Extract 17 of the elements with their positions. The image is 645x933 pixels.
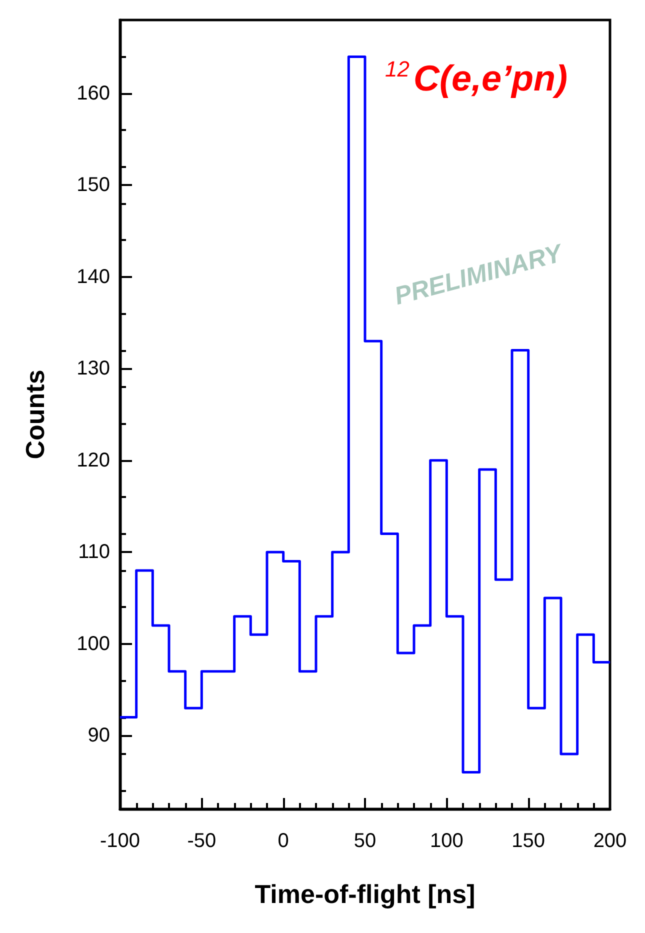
- y-tick-label: 150: [76, 174, 110, 196]
- x-tick-label: -100: [100, 830, 140, 852]
- x-axis-title: Time-of-flight [ns]: [254, 879, 476, 909]
- y-tick-label: 130: [76, 358, 110, 380]
- y-tick-label: 110: [78, 541, 110, 564]
- x-tick-label: 50: [354, 830, 376, 852]
- x-tick-label: 200: [593, 830, 627, 852]
- y-tick-label: 100: [76, 632, 110, 655]
- x-tick-label: 0: [278, 830, 289, 852]
- y-tick-label: 140: [76, 266, 110, 288]
- y-tick-label: 90: [88, 724, 110, 747]
- y-tick-label: 160: [76, 82, 110, 104]
- x-tick-label: 100: [430, 830, 464, 852]
- x-tick-label: -50: [187, 830, 216, 852]
- y-tick-label: 120: [76, 449, 110, 472]
- x-tick-label: 150: [512, 830, 546, 852]
- y-axis-title: Counts: [20, 370, 50, 460]
